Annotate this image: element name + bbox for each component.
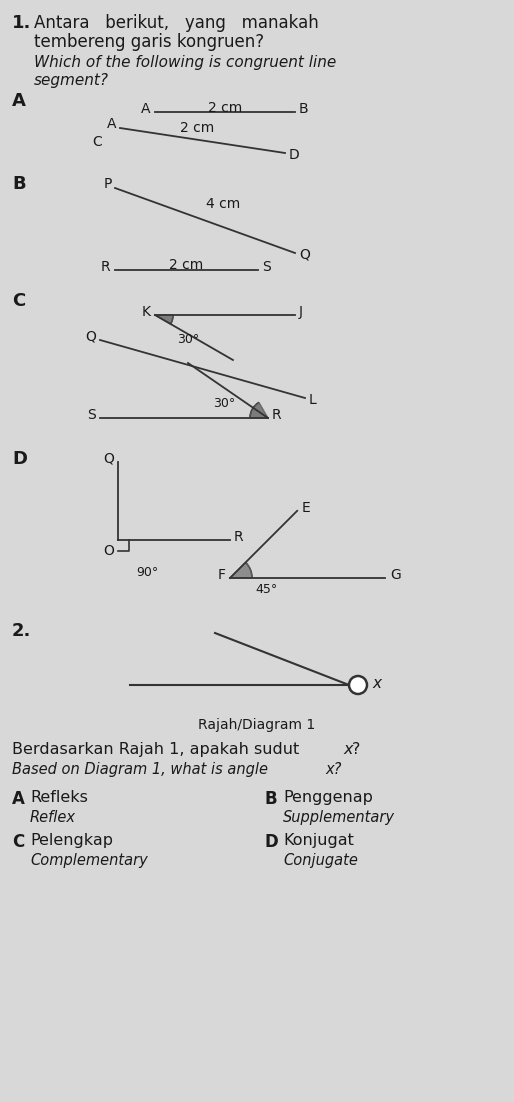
Polygon shape: [155, 315, 173, 324]
Text: Antara   berikut,   yang   manakah: Antara berikut, yang manakah: [34, 14, 319, 32]
Text: tembereng garis kongruen?: tembereng garis kongruen?: [34, 33, 264, 51]
Polygon shape: [250, 402, 268, 418]
Text: S: S: [262, 260, 271, 274]
Text: K: K: [142, 305, 151, 318]
Text: 4 cm: 4 cm: [206, 196, 240, 210]
Text: 2 cm: 2 cm: [180, 120, 215, 134]
Text: 30°: 30°: [213, 397, 235, 410]
Text: Reflex: Reflex: [30, 810, 76, 825]
Text: 1.: 1.: [12, 14, 31, 32]
Text: 2 cm: 2 cm: [208, 101, 242, 115]
Text: A: A: [140, 102, 150, 116]
Text: R: R: [272, 408, 282, 422]
Text: ?: ?: [352, 742, 360, 757]
Text: S: S: [87, 408, 96, 422]
Text: Rajah/Diagram 1: Rajah/Diagram 1: [198, 719, 316, 732]
Text: R: R: [234, 530, 244, 544]
Text: C: C: [92, 136, 102, 149]
Text: Penggenap: Penggenap: [283, 790, 373, 804]
Text: Q: Q: [103, 452, 114, 466]
Text: A: A: [12, 790, 25, 808]
Text: D: D: [265, 833, 279, 851]
Text: D: D: [289, 148, 300, 162]
Text: Q: Q: [299, 248, 310, 262]
Text: Conjugate: Conjugate: [283, 853, 358, 868]
Text: D: D: [12, 450, 27, 468]
Text: 30°: 30°: [177, 333, 199, 346]
Text: 45°: 45°: [255, 583, 277, 596]
Text: x: x: [372, 676, 381, 691]
Text: Based on Diagram 1, what is angle: Based on Diagram 1, what is angle: [12, 761, 272, 777]
Text: 2.: 2.: [12, 622, 31, 640]
Text: F: F: [218, 568, 226, 582]
Text: B: B: [265, 790, 278, 808]
Text: B: B: [299, 102, 308, 116]
Text: Konjugat: Konjugat: [283, 833, 354, 849]
Text: R: R: [100, 260, 110, 274]
Text: Supplementary: Supplementary: [283, 810, 395, 825]
Text: C: C: [12, 833, 24, 851]
Text: J: J: [299, 305, 303, 318]
Text: L: L: [309, 393, 317, 407]
Text: A: A: [12, 91, 26, 110]
Text: Refleks: Refleks: [30, 790, 88, 804]
Text: Berdasarkan Rajah 1, apakah sudut: Berdasarkan Rajah 1, apakah sudut: [12, 742, 304, 757]
Text: segment?: segment?: [34, 73, 109, 88]
Text: Complementary: Complementary: [30, 853, 148, 868]
Text: Q: Q: [85, 329, 96, 344]
Text: Pelengkap: Pelengkap: [30, 833, 113, 849]
Text: x?: x?: [325, 761, 341, 777]
Text: C: C: [12, 292, 25, 310]
Text: B: B: [12, 175, 26, 193]
Text: O: O: [103, 544, 114, 558]
Text: Which of the following is congruent line: Which of the following is congruent line: [34, 55, 336, 71]
Text: E: E: [301, 500, 310, 515]
Text: P: P: [104, 177, 112, 191]
Text: 2 cm: 2 cm: [170, 258, 204, 272]
Text: 90°: 90°: [136, 566, 158, 579]
Circle shape: [349, 676, 367, 694]
Polygon shape: [230, 562, 252, 579]
Text: x: x: [343, 742, 353, 757]
Text: G: G: [390, 568, 401, 582]
Text: A: A: [106, 117, 116, 131]
